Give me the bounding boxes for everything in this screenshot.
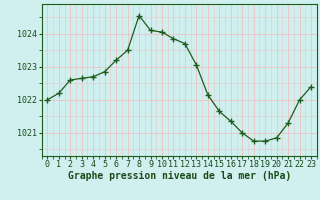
X-axis label: Graphe pression niveau de la mer (hPa): Graphe pression niveau de la mer (hPa) xyxy=(68,171,291,181)
